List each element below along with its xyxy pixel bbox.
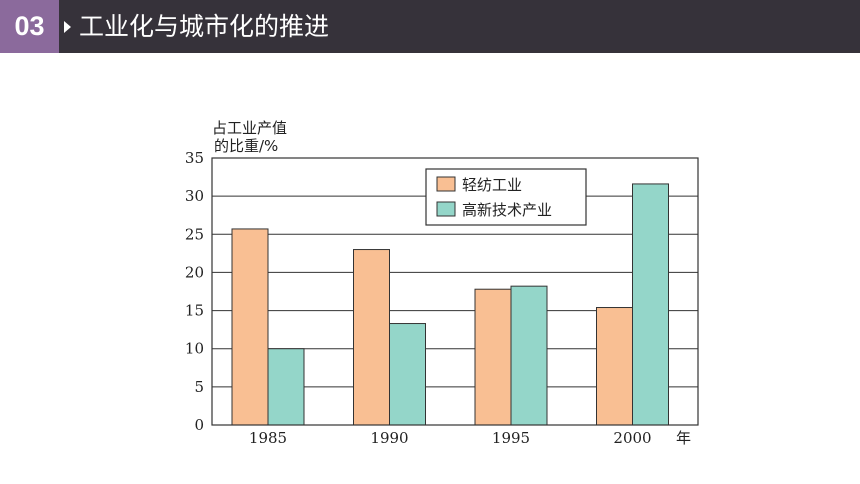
legend-label-high-tech: 高新技术产业	[462, 201, 552, 219]
bar-high-tech	[267, 348, 305, 426]
y-tick-label: 30	[185, 187, 204, 205]
legend: 轻纺工业 高新技术产业	[425, 168, 587, 226]
bar-high-tech	[389, 323, 426, 426]
x-tick-label: 2000	[613, 429, 651, 447]
section-title: 工业化与城市化的推进	[79, 12, 330, 41]
y-tick-label: 15	[185, 302, 204, 320]
legend-label-light-textile: 轻纺工业	[462, 176, 522, 194]
y-axis-label-line2: 的比重/%	[214, 137, 278, 155]
bar-light-textile	[596, 307, 633, 426]
section-number-badge: 03	[0, 0, 59, 53]
legend-swatch-high-tech	[436, 201, 456, 217]
bar-light-textile	[353, 249, 390, 426]
y-tick-labels: 0 5 10 15 20 25 30 35	[185, 149, 204, 434]
x-tick-label: 1985	[249, 429, 287, 447]
chevron-right-icon	[64, 21, 71, 33]
bar-high-tech	[510, 285, 548, 426]
x-tick-labels: 1985 1990 1995 2000	[249, 429, 652, 447]
y-tick-label: 25	[185, 225, 204, 243]
y-tick-label: 10	[185, 340, 204, 358]
plot-frame	[211, 157, 699, 426]
x-tick-label: 1995	[492, 429, 530, 447]
y-axis-label-line1: 占工业产值	[212, 119, 287, 137]
y-tick-label: 5	[194, 378, 204, 396]
legend-swatch-light-textile	[436, 176, 456, 192]
bar-light-textile	[231, 228, 269, 426]
bars	[231, 183, 669, 426]
bar-light-textile	[474, 288, 512, 426]
y-tick-label: 20	[185, 263, 204, 281]
bar-high-tech	[632, 183, 669, 426]
section-header: 03 工业化与城市化的推进	[0, 0, 860, 53]
x-tick-label: 1990	[370, 429, 408, 447]
y-tick-label: 35	[185, 149, 204, 167]
x-axis-label: 年	[676, 429, 691, 447]
y-tick-label: 0	[194, 416, 204, 434]
